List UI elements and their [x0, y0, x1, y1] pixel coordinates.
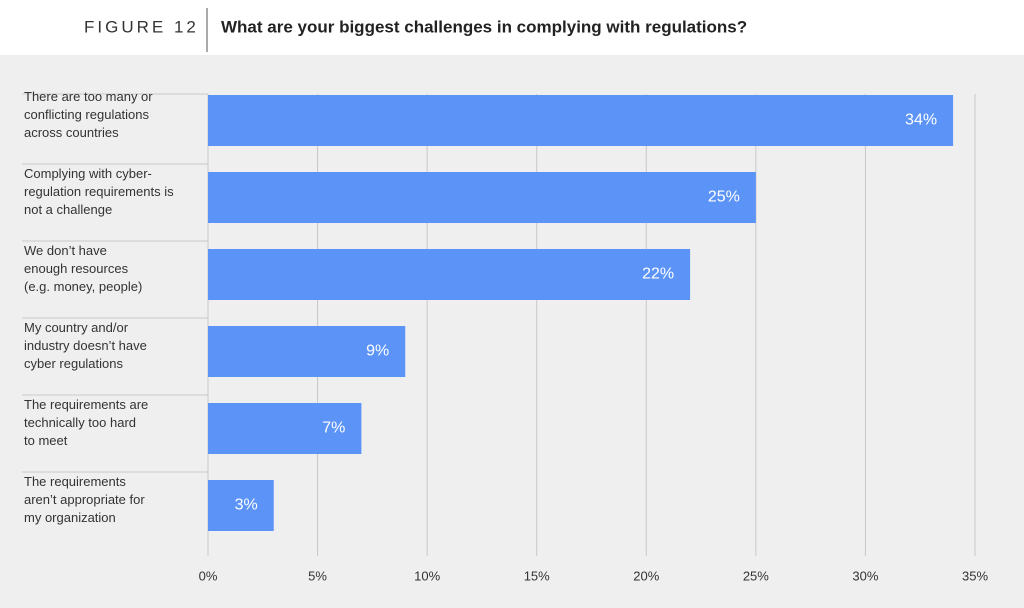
chart-title: What are your biggest challenges in comp… [221, 17, 747, 36]
value-label: 3% [235, 497, 258, 514]
value-label: 9% [366, 343, 389, 360]
bar [208, 403, 362, 454]
plot-background [0, 55, 1024, 608]
category-label: The requirements are technically too har… [24, 396, 149, 448]
x-tick-label: 30% [852, 568, 878, 583]
x-tick-label: 5% [308, 568, 327, 583]
x-tick-label: 20% [633, 568, 659, 583]
x-tick-label: 0% [199, 568, 218, 583]
x-tick-label: 10% [414, 568, 440, 583]
category-label: We don’t have enough resources (e.g. mon… [24, 242, 143, 294]
value-label: 22% [642, 266, 674, 283]
category-label: The requirements aren’t appropriate for … [24, 473, 145, 525]
value-label: 34% [905, 112, 937, 129]
x-tick-label: 15% [524, 568, 550, 583]
bar [208, 480, 274, 531]
bar [208, 326, 406, 377]
bar [208, 172, 756, 223]
bar [208, 95, 954, 146]
figure-label: FIGURE 12 [84, 17, 199, 36]
x-tick-label: 25% [743, 568, 769, 583]
value-label: 7% [322, 420, 345, 437]
value-label: 25% [708, 189, 740, 206]
x-tick-label: 35% [962, 568, 988, 583]
category-label: Complying with cyber- regulation require… [24, 165, 174, 217]
bar [208, 249, 691, 300]
category-label: There are too many or conflicting regula… [24, 88, 153, 140]
category-label: My country and/or industry doesn’t have … [24, 319, 147, 371]
